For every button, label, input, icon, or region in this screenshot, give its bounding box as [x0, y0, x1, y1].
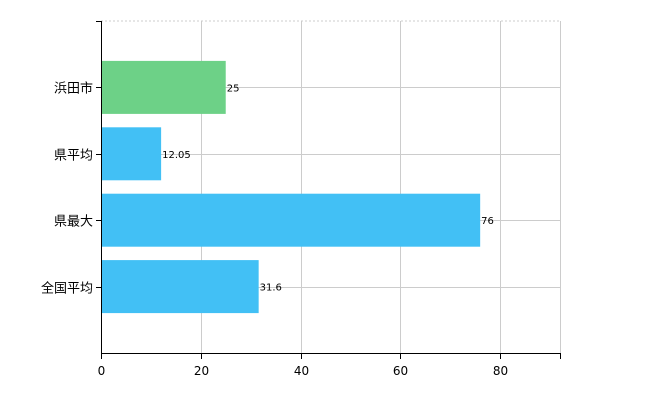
- x-tick-label: 20: [194, 364, 209, 378]
- category-label-2: 県平均: [54, 149, 93, 164]
- category-label-4: 全国平均: [41, 281, 93, 297]
- data-label-3: 76: [481, 216, 494, 227]
- data-label-1: 25: [227, 83, 240, 94]
- bar-1: [101, 60, 226, 114]
- data-label-2: 12.05: [162, 150, 191, 161]
- category-label-1: 浜田市: [54, 81, 93, 97]
- x-tick-label: 60: [393, 364, 408, 378]
- axis-layer: [96, 21, 561, 359]
- x-tick-label: 40: [294, 364, 309, 378]
- category-label-3: 県最大: [54, 215, 93, 230]
- x-tick-label: 80: [493, 364, 508, 378]
- bar-3: [101, 193, 481, 247]
- x-tick-label: 0: [98, 364, 106, 378]
- data-label-4: 31.6: [260, 283, 282, 294]
- bar-4: [101, 260, 259, 314]
- bar-2: [101, 127, 162, 181]
- bar-layer: [101, 60, 481, 314]
